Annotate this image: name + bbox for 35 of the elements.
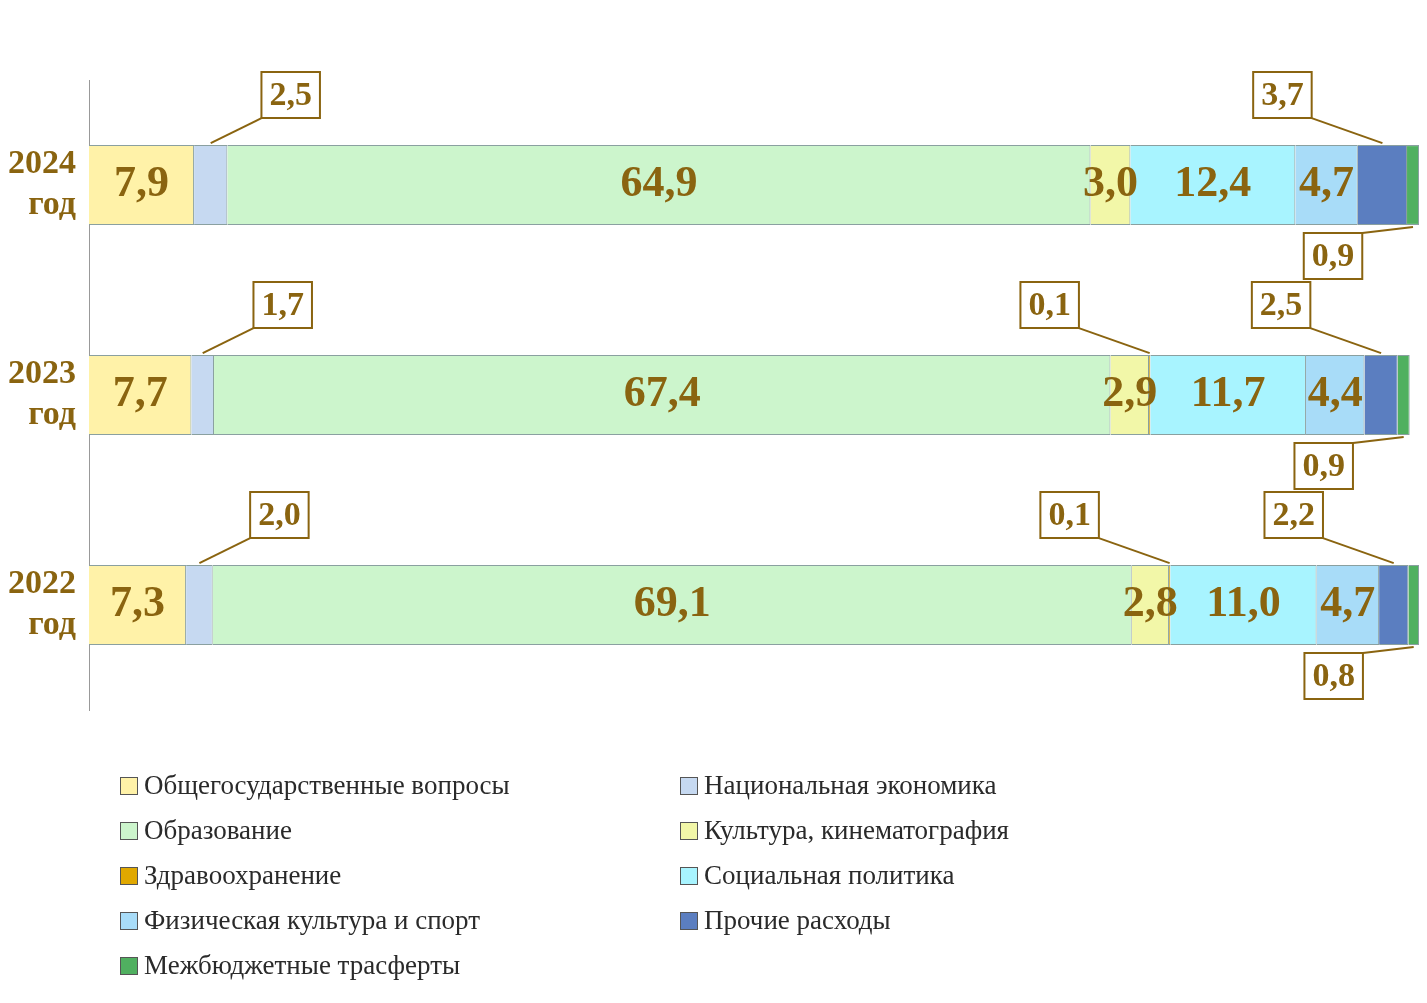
legend-label: Прочие расходы bbox=[704, 905, 891, 936]
data-label: 4,7 bbox=[1320, 577, 1376, 627]
data-label: 4,7 bbox=[1299, 157, 1355, 207]
data-label: 67,4 bbox=[623, 367, 701, 417]
data-label: 0,1 bbox=[1028, 284, 1071, 322]
data-label: 4,4 bbox=[1307, 367, 1363, 417]
y-tick-label: 2023 год bbox=[8, 353, 76, 432]
legend-label: Физическая культура и спорт bbox=[144, 905, 481, 936]
data-label: 2,2 bbox=[1272, 494, 1315, 532]
data-label: 0,9 bbox=[1302, 445, 1345, 483]
data-label: 2,5 bbox=[1259, 284, 1303, 322]
data-label: 11,0 bbox=[1206, 577, 1281, 627]
y-tick-label: 2022 год bbox=[8, 563, 76, 642]
legend-label: Межбюджетные трасферты bbox=[144, 950, 461, 981]
data-label: 64,9 bbox=[620, 157, 698, 207]
data-label: 11,7 bbox=[1190, 367, 1266, 417]
data-label: 0,8 bbox=[1312, 655, 1355, 693]
data-label: 0,1 bbox=[1048, 494, 1091, 532]
data-label: 3,7 bbox=[1261, 74, 1304, 112]
data-label: 7,9 bbox=[114, 157, 170, 207]
y-tick-label: 2024 год bbox=[8, 143, 76, 222]
data-label: 7,7 bbox=[112, 367, 168, 417]
data-label: 2,5 bbox=[269, 74, 312, 112]
legend-label: Здравоохранение bbox=[144, 860, 342, 891]
data-label: 2,0 bbox=[258, 494, 301, 532]
legend-label: Образование bbox=[144, 815, 292, 846]
data-label: 12,4 bbox=[1174, 157, 1252, 207]
legend-label: Общегосударственные вопросы bbox=[144, 770, 510, 801]
data-label: 7,3 bbox=[110, 577, 166, 627]
data-label: 1,7 bbox=[261, 284, 304, 322]
data-label: 0,9 bbox=[1311, 235, 1355, 273]
legend-label: Социальная политика bbox=[704, 860, 955, 891]
data-label: 69,1 bbox=[633, 577, 711, 627]
legend-label: Национальная экономика bbox=[704, 770, 997, 801]
legend-label: Культура, кинематография bbox=[704, 815, 1010, 846]
